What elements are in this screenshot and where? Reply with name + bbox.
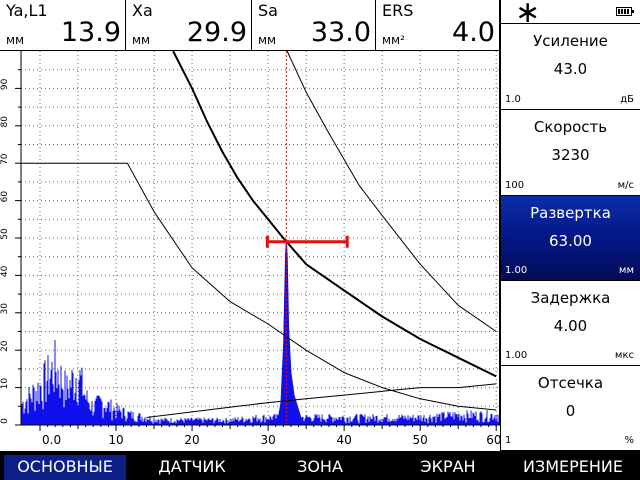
measurement-ers: ERS мм² 4.0 (376, 0, 500, 50)
ascan-chart[interactable]: 0 10 20 30 40 50 60 70 80 90 0.0 10 20 30 40 50 60 (0, 51, 500, 457)
x-tick-label: 60 (486, 433, 500, 447)
measurement-unit: мм (132, 33, 151, 47)
param-title: Скорость (533, 118, 608, 136)
y-tick-label: 30 (0, 303, 10, 315)
param-title: Усиление (533, 32, 608, 50)
menu-display[interactable]: ЭКРАН (420, 457, 476, 476)
param-step: 1.00 (505, 350, 528, 361)
param-value: 43.0 (553, 60, 588, 78)
y-tick-label: 10 (0, 378, 10, 390)
measurement-value: 4.0 (452, 17, 495, 48)
x-tick-label: 30 (260, 433, 275, 447)
param-value: 63.00 (549, 232, 592, 250)
gate-layer (265, 235, 349, 248)
y-tick-label: 20 (0, 340, 10, 352)
param-unit: дБ (620, 94, 634, 105)
measurement-name: Sa (258, 1, 278, 20)
param-unit: мкс (614, 350, 634, 361)
param-value: 4.00 (553, 317, 588, 335)
param-delay[interactable]: Задержка 4.00 1.00 мкс (500, 281, 640, 366)
param-value: 0 (565, 402, 576, 420)
y-tick-label: 80 (0, 116, 10, 128)
param-step: 1.00 (505, 265, 528, 276)
x-tick-label: 10 (108, 433, 123, 447)
y-tick-label: 40 (0, 265, 10, 277)
measurement-name: Ya,L1 (6, 1, 48, 20)
dac-curves-layer (126, 51, 497, 418)
dac-curve-upper (286, 51, 497, 332)
param-title: Развертка (530, 204, 611, 222)
measurement-value: 33.0 (310, 17, 371, 48)
menu-zone[interactable]: ЗОНА (297, 457, 343, 476)
measurement-name: ERS (382, 1, 414, 20)
y-tick-label: 0 (0, 418, 10, 424)
param-unit: % (624, 435, 634, 446)
axes-layer: 0 10 20 30 40 50 60 70 80 90 0.0 10 20 30 40 50 60 (0, 51, 500, 447)
param-velocity[interactable]: Скорость 3230 100 м/с (500, 110, 640, 196)
echo-peak (276, 241, 304, 426)
param-step: 1 (505, 435, 512, 446)
x-tick-label: 0.0 (42, 433, 61, 447)
measurement-unit: мм² (382, 33, 405, 47)
dac-curve-lower (126, 162, 497, 411)
measurement-unit: мм (6, 33, 25, 47)
chart-grid (21, 51, 500, 425)
param-gain[interactable]: Усиление 43.0 1.0 дБ (500, 24, 640, 110)
menu-main[interactable]: ОСНОВНЫЕ (4, 455, 126, 480)
param-unit: м/с (617, 180, 634, 191)
dac-curve-main (172, 51, 497, 378)
param-value: 3230 (551, 146, 590, 164)
measurement-value: 29.9 (186, 17, 247, 48)
y-tick-label: 90 (0, 78, 10, 90)
measurement-value: 13.9 (60, 17, 121, 48)
menu-measurement[interactable]: ИЗМЕРЕНИЕ (522, 457, 623, 476)
param-step: 1.0 (505, 94, 521, 105)
param-step: 100 (505, 180, 525, 191)
measurement-name: Xa (132, 1, 153, 20)
measurement-sa: Sa мм 33.0 (252, 0, 376, 50)
dac-curve-bottom (146, 383, 497, 418)
menu-probe[interactable]: ДАТЧИК (158, 457, 226, 476)
status-bar: ∗ (500, 0, 640, 30)
battery-icon (616, 7, 634, 16)
header-divider (0, 50, 500, 51)
x-tick-label: 50 (413, 433, 428, 447)
measurement-unit: мм (258, 33, 277, 47)
x-tick-label: 40 (336, 433, 351, 447)
plot-background (21, 51, 500, 425)
param-title: Задержка (530, 289, 611, 307)
y-tick-label: 60 (0, 191, 10, 203)
param-range[interactable]: Развертка 63.00 1.00 мм (500, 196, 640, 281)
param-title: Отсечка (537, 374, 604, 392)
measurement-ya-l1: Ya,L1 мм 13.9 (0, 0, 126, 50)
y-tick-label: 70 (0, 153, 10, 165)
measurement-xa: Xa мм 29.9 (126, 0, 252, 50)
y-tick-label: 50 (0, 228, 10, 240)
param-reject[interactable]: Отсечка 0 1 % (500, 366, 640, 451)
param-unit: мм (618, 265, 634, 276)
bottom-menu: ОСНОВНЫЕ ДАТЧИК ЗОНА ЭКРАН ИЗМЕРЕНИЕ (0, 451, 640, 480)
x-tick-label: 20 (184, 433, 199, 447)
signal-layer (21, 241, 500, 426)
